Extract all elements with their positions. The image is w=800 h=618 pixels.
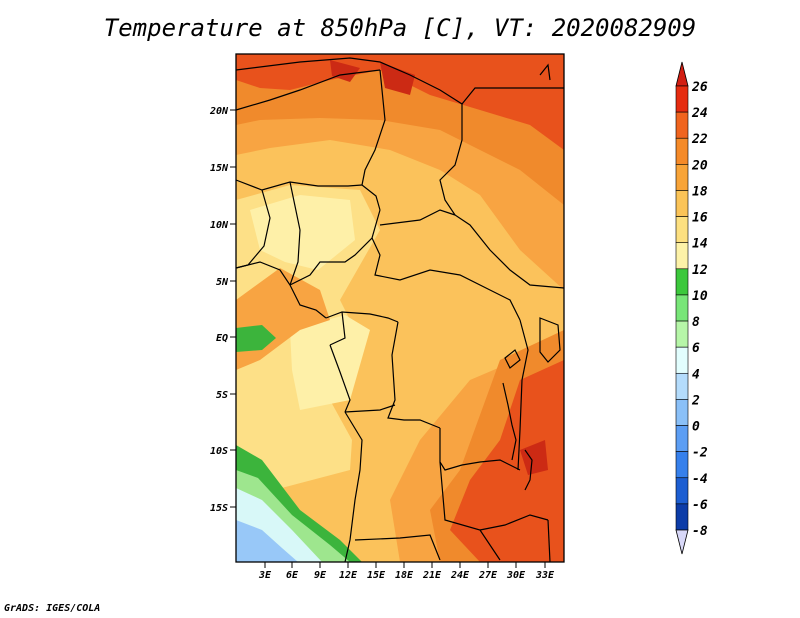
colorbar-swatch xyxy=(675,294,689,322)
lon-tick-label: 18E xyxy=(395,570,414,581)
colorbar-label: 14 xyxy=(692,237,708,252)
colorbar-swatch xyxy=(675,346,689,374)
colorbar-label: 10 xyxy=(692,289,708,304)
colorbar-swatch xyxy=(675,111,689,139)
lat-tick-label: 15S xyxy=(210,503,228,514)
colorbar-label: 16 xyxy=(692,211,708,226)
colorbar-swatch xyxy=(675,372,689,400)
colorbar-label: -2 xyxy=(692,446,708,461)
country-borders xyxy=(235,57,565,563)
colorbar-label: 24 xyxy=(691,106,708,121)
colorbar-label: 20 xyxy=(691,158,708,173)
temperature-field xyxy=(236,54,564,562)
colorbar-label: 4 xyxy=(692,367,700,382)
lat-tick-label: EQ xyxy=(216,333,228,344)
colorbar-swatch xyxy=(675,85,689,113)
colorbar-label: 18 xyxy=(692,184,708,199)
credit-label: GrADS: IGES/COLA xyxy=(4,603,101,614)
lon-tick-label: 27E xyxy=(478,570,498,581)
lon-tick-label: 12E xyxy=(339,570,358,581)
lat-tick-label: 5N xyxy=(216,277,229,288)
lat-tick-label: 15N xyxy=(210,163,229,174)
colorbar-swatch xyxy=(675,216,689,244)
colorbar-label: 22 xyxy=(691,132,708,147)
colorbar-swatch xyxy=(675,137,689,165)
colorbar-swatch xyxy=(675,425,689,452)
lon-tick-label: 21E xyxy=(422,570,442,581)
colorbar-swatch xyxy=(675,451,689,479)
colorbar-swatch xyxy=(675,399,689,426)
map-title: Temperature at 850hPa [C], VT: 202008290… xyxy=(103,14,697,42)
colorbar-label: -8 xyxy=(692,524,708,539)
colorbar-swatch xyxy=(675,503,689,531)
lon-tick-label: 15E xyxy=(367,570,386,581)
lon-tick-label: 6E xyxy=(286,570,299,581)
field-6c xyxy=(236,520,298,562)
lon-tick-label: 33E xyxy=(535,570,555,581)
colorbar-label: 8 xyxy=(692,315,700,330)
lon-tick-label: 9E xyxy=(314,570,327,581)
colorbar-swatch xyxy=(675,268,689,296)
colorbar-bottom-cap xyxy=(675,529,689,555)
colorbar-swatch xyxy=(675,477,689,505)
colorbar-top-cap xyxy=(675,61,689,87)
colorbar-swatch xyxy=(675,164,689,191)
colorbar-label: -4 xyxy=(692,472,708,487)
latitude-axis: 20N 15N 10N 5N EQ 5S 10S 15S xyxy=(209,106,236,514)
lat-tick-label: 10S xyxy=(210,446,228,457)
colorbar-label: 26 xyxy=(691,80,708,95)
lon-tick-label: 30E xyxy=(506,570,526,581)
colorbar-swatch xyxy=(675,190,689,217)
map-frame xyxy=(235,53,565,563)
field-14c xyxy=(250,195,370,410)
lon-tick-label: 24E xyxy=(450,570,470,581)
lat-tick-label: 20N xyxy=(209,106,229,117)
lat-tick-label: 10N xyxy=(210,220,229,231)
field-22c xyxy=(236,54,564,562)
field-24c xyxy=(236,54,564,562)
colorbar-swatch xyxy=(675,320,689,348)
colorbar-label: 0 xyxy=(692,420,700,435)
colorbar-swatch xyxy=(675,242,689,270)
lat-tick-label: 5S xyxy=(216,390,228,401)
lon-tick-label: 3E xyxy=(258,570,272,581)
colorbar-label: 6 xyxy=(692,341,700,356)
colorbar-label: 2 xyxy=(691,393,700,408)
longitude-axis: 3E 6E 9E 12E 15E 18E 21E 24E 27E 30E 33E xyxy=(258,562,555,581)
colorbar-label: -6 xyxy=(692,498,708,513)
colorbar-label: 12 xyxy=(692,263,708,278)
